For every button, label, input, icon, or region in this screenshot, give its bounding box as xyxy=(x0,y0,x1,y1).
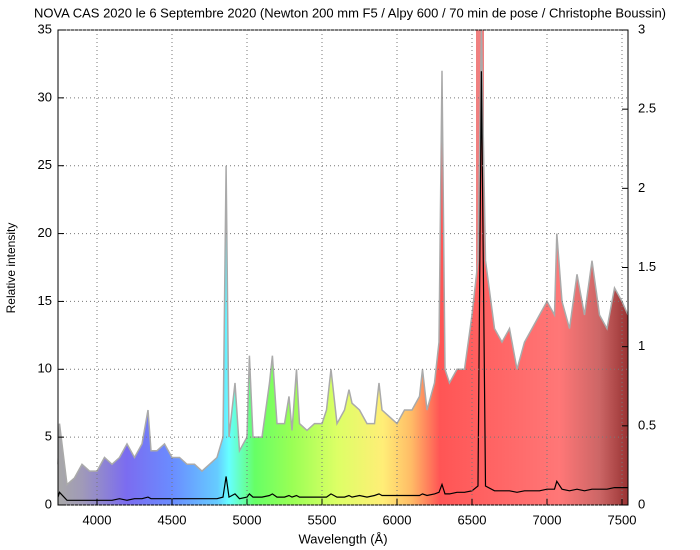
x-tick-label: 6000 xyxy=(383,512,412,527)
y-tick-label: 5 xyxy=(45,429,52,444)
spectrum-line xyxy=(57,29,629,487)
y-tick-label: 10 xyxy=(38,361,52,376)
x-tick-label: 5000 xyxy=(233,512,262,527)
y-tick-label: 15 xyxy=(38,293,52,308)
x-axis-label: Wavelength (Å) xyxy=(298,531,387,546)
x-tick-label: 4500 xyxy=(158,512,187,527)
y-tick-label: 35 xyxy=(38,21,52,36)
spectrum-area xyxy=(58,30,628,505)
x-tick-label: 4000 xyxy=(83,512,112,527)
y2-tick-label: 2.5 xyxy=(638,101,656,116)
x-tick-label: 7500 xyxy=(608,512,637,527)
y-tick-label: 20 xyxy=(38,225,52,240)
x-tick-label: 5500 xyxy=(308,512,337,527)
chart-title: NOVA CAS 2020 le 6 Septembre 2020 (Newto… xyxy=(34,5,666,20)
y-tick-label: 25 xyxy=(38,157,52,172)
y-tick-label: 30 xyxy=(38,89,52,104)
y2-tick-label: 0 xyxy=(638,496,645,511)
spectrum-line xyxy=(57,71,628,501)
plot-area xyxy=(57,29,629,505)
x-tick-label: 6500 xyxy=(458,512,487,527)
y2-tick-label: 0.5 xyxy=(638,417,656,432)
y-tick-label: 0 xyxy=(45,496,52,511)
y2-tick-label: 3 xyxy=(638,21,645,36)
y-axis-label: Relative intensity xyxy=(4,223,18,314)
y2-tick-label: 1.5 xyxy=(638,259,656,274)
x-tick-label: 7000 xyxy=(533,512,562,527)
y2-tick-label: 1 xyxy=(638,338,645,353)
y2-tick-label: 2 xyxy=(638,180,645,195)
